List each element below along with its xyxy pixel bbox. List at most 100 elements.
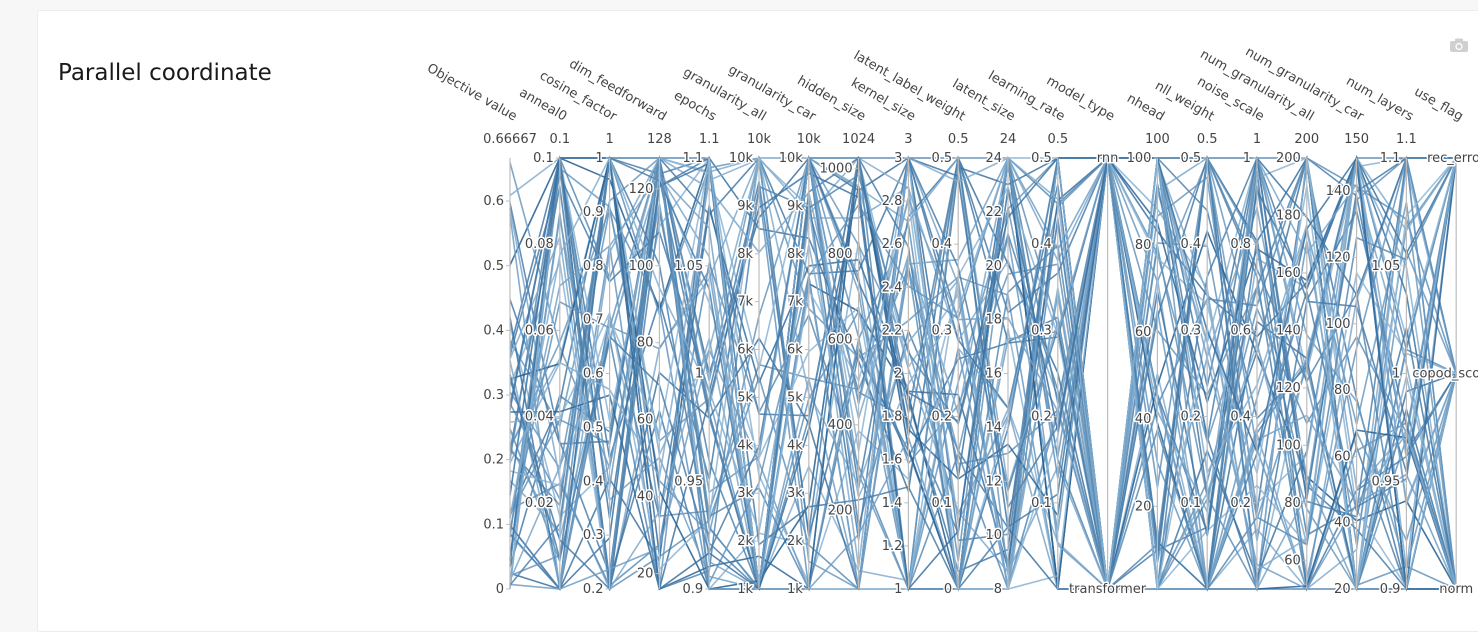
tick-label: 120 bbox=[1326, 250, 1351, 265]
trial-line bbox=[509, 157, 1457, 592]
tick-label: 3k bbox=[787, 486, 803, 501]
tick-label: 7k bbox=[737, 295, 753, 310]
tick-label: 20 bbox=[1135, 499, 1152, 514]
tick-label: 14 bbox=[985, 420, 1002, 435]
tick-label: 24 bbox=[985, 151, 1002, 166]
tick-label: 0.4 bbox=[483, 323, 504, 338]
tick-label: 0.6 bbox=[483, 194, 504, 209]
tick-label: 0.8 bbox=[1230, 237, 1251, 252]
tick-label: 20 bbox=[637, 567, 654, 582]
tick-label: 200 bbox=[1276, 151, 1301, 166]
tick-label: 40 bbox=[1135, 412, 1152, 427]
tick-label: 2k bbox=[787, 534, 803, 549]
axis-title: granularity_car bbox=[726, 62, 819, 124]
tick-label: 10 bbox=[985, 528, 1002, 543]
trial-line bbox=[509, 155, 1457, 591]
tick-label: 18 bbox=[985, 313, 1002, 328]
axis-title: Objective value bbox=[424, 61, 519, 125]
tick-label: 1k bbox=[787, 582, 803, 597]
tick-label: 40 bbox=[1334, 516, 1351, 531]
axis-max-label: 1 bbox=[605, 132, 613, 147]
axis-max-label: 0.5 bbox=[1047, 132, 1068, 147]
tick-label: 12 bbox=[985, 474, 1002, 489]
tick-label: 60 bbox=[1334, 449, 1351, 464]
axis-max-label: 0.5 bbox=[948, 132, 969, 147]
tick-label: 0.02 bbox=[525, 496, 554, 511]
tick-label: 1.05 bbox=[674, 259, 703, 274]
tick-label: 8 bbox=[994, 582, 1002, 597]
tick-label: 0.4 bbox=[1181, 237, 1202, 252]
tick-label: 0.08 bbox=[525, 237, 554, 252]
tick-label: 0.9 bbox=[583, 205, 604, 220]
tick-label: 1.2 bbox=[882, 539, 903, 554]
tick-label: 0.1 bbox=[1031, 496, 1052, 511]
tick-label: 1 bbox=[1243, 151, 1251, 166]
tick-label: 120 bbox=[629, 182, 654, 197]
tick-label: 6k bbox=[787, 343, 803, 358]
tick-label: 0.5 bbox=[583, 420, 604, 435]
tick-label: 100 bbox=[1276, 438, 1301, 453]
tick-label: 6k bbox=[737, 343, 753, 358]
tick-label: 0 bbox=[944, 582, 952, 597]
tick-label: 0.4 bbox=[1230, 410, 1251, 425]
tick-label: 1k bbox=[737, 582, 753, 597]
tick-label: 2k bbox=[737, 534, 753, 549]
axis-max-label: 150 bbox=[1344, 132, 1369, 147]
tick-label: 0.9 bbox=[1380, 582, 1401, 597]
tick-label: 80 bbox=[1334, 383, 1351, 398]
tick-label: 10k bbox=[729, 151, 754, 166]
tick-label: 0.3 bbox=[932, 323, 953, 338]
axis-max-label: 3 bbox=[904, 132, 912, 147]
tick-label: 5k bbox=[737, 390, 753, 405]
tick-label: 4k bbox=[737, 438, 753, 453]
trial-line bbox=[509, 155, 1457, 590]
tick-label: 0.5 bbox=[1181, 151, 1202, 166]
axis-max-label: 200 bbox=[1294, 132, 1319, 147]
tick-label: 80 bbox=[637, 336, 654, 351]
tick-label: 0.3 bbox=[483, 388, 504, 403]
tick-label: 7k bbox=[787, 295, 803, 310]
axis-title: use_flag bbox=[1412, 85, 1466, 125]
tick-label: 0.2 bbox=[483, 453, 504, 468]
camera-icon[interactable] bbox=[1449, 37, 1469, 53]
tick-label: 100 bbox=[1326, 317, 1351, 332]
tick-label: 0.3 bbox=[583, 528, 604, 543]
tick-label: 0.1 bbox=[483, 517, 504, 532]
tick-label: 0.4 bbox=[1031, 237, 1052, 252]
trial-line bbox=[509, 157, 1457, 593]
axis-title: granularity_all bbox=[680, 65, 768, 125]
trial-line bbox=[509, 156, 1457, 590]
axis-max-label: 10k bbox=[747, 132, 772, 147]
tick-label: 22 bbox=[985, 205, 1002, 220]
tick-label: 600 bbox=[828, 332, 853, 347]
tick-label: 0.4 bbox=[932, 237, 953, 252]
parallel-coordinates-plot[interactable]: Objective value 0.66667 0 0.1 0.2 0.3 0.4 0.5 0.… bbox=[0, 0, 1478, 607]
tick-label: 0.5 bbox=[932, 151, 953, 166]
tick-label: 0.8 bbox=[583, 259, 604, 274]
tick-label: 0.2 bbox=[932, 410, 953, 425]
tick-label: 2.6 bbox=[882, 237, 903, 252]
tick-label: 100 bbox=[1127, 151, 1152, 166]
tick-label: 0.06 bbox=[525, 323, 554, 338]
tick-label: 8k bbox=[787, 247, 803, 262]
axis-max-label: 0.1 bbox=[549, 132, 570, 147]
axis-max-label: 1.1 bbox=[699, 132, 720, 147]
tick-label: 10k bbox=[779, 151, 804, 166]
trial-line bbox=[509, 157, 1457, 590]
tick-label: 3k bbox=[737, 486, 753, 501]
tick-label: 0.1 bbox=[1181, 496, 1202, 511]
tick-label: norm bbox=[1439, 582, 1473, 597]
tick-label: 5k bbox=[787, 390, 803, 405]
trial-line bbox=[509, 155, 1457, 593]
tick-label: 0.6 bbox=[1230, 323, 1251, 338]
tick-label: 1.4 bbox=[882, 496, 903, 511]
tick-label: 0.2 bbox=[1031, 410, 1052, 425]
tick-label: 1.05 bbox=[1371, 259, 1400, 274]
axis-max-label: 10k bbox=[797, 132, 822, 147]
tick-label: 140 bbox=[1276, 323, 1301, 338]
trial-line bbox=[509, 157, 1457, 590]
tick-label: 0 bbox=[496, 582, 504, 597]
trial-line bbox=[509, 156, 1457, 590]
